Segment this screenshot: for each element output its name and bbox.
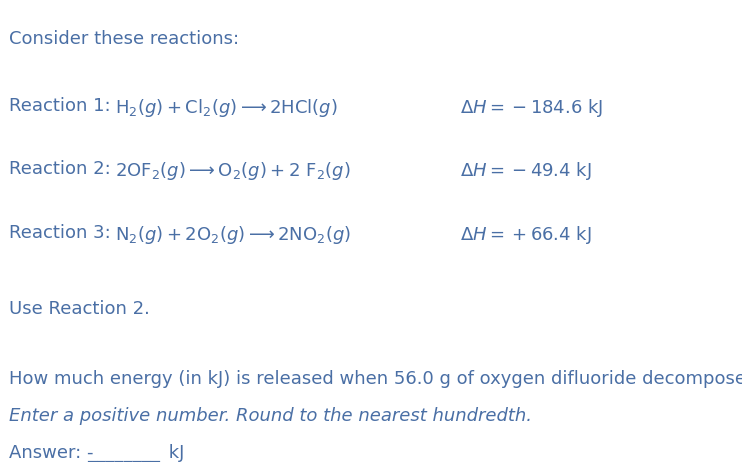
- Text: $\Delta H = -184.6\ \mathrm{kJ}$: $\Delta H = -184.6\ \mathrm{kJ}$: [460, 97, 603, 119]
- Text: Reaction 1:: Reaction 1:: [9, 97, 116, 115]
- Text: $\mathrm{N_2}(g) + 2\mathrm{O_2}(g) \longrightarrow 2\mathrm{NO_2}(g)$: $\mathrm{N_2}(g) + 2\mathrm{O_2}(g) \lon…: [115, 224, 351, 246]
- Text: Answer: -: Answer: -: [9, 444, 93, 462]
- Text: $\Delta H = +66.4\ \mathrm{kJ}$: $\Delta H = +66.4\ \mathrm{kJ}$: [460, 224, 592, 246]
- Text: Reaction 3:: Reaction 3:: [9, 224, 116, 242]
- Text: Enter a positive number. Round to the nearest hundredth.: Enter a positive number. Round to the ne…: [9, 407, 532, 426]
- Text: $\Delta H = -49.4\ \mathrm{kJ}$: $\Delta H = -49.4\ \mathrm{kJ}$: [460, 160, 592, 182]
- Text: $\mathrm{2OF_2}(g) \longrightarrow \mathrm{O_2}(g) + 2\ \mathrm{F_2}(g)$: $\mathrm{2OF_2}(g) \longrightarrow \math…: [115, 160, 351, 182]
- Text: Consider these reactions:: Consider these reactions:: [9, 30, 239, 48]
- Text: Use Reaction 2.: Use Reaction 2.: [9, 300, 150, 318]
- Text: Reaction 2:: Reaction 2:: [9, 160, 116, 178]
- Text: ________: ________: [88, 444, 160, 462]
- Text: How much energy (in kJ) is released when 56.0 g of oxygen difluoride decomposes?: How much energy (in kJ) is released when…: [9, 370, 742, 388]
- Text: kJ: kJ: [163, 444, 185, 462]
- Text: $\mathrm{H_2}(g) + \mathrm{Cl_2}(g) \longrightarrow 2\mathrm{HCl}(g)$: $\mathrm{H_2}(g) + \mathrm{Cl_2}(g) \lon…: [115, 97, 338, 119]
